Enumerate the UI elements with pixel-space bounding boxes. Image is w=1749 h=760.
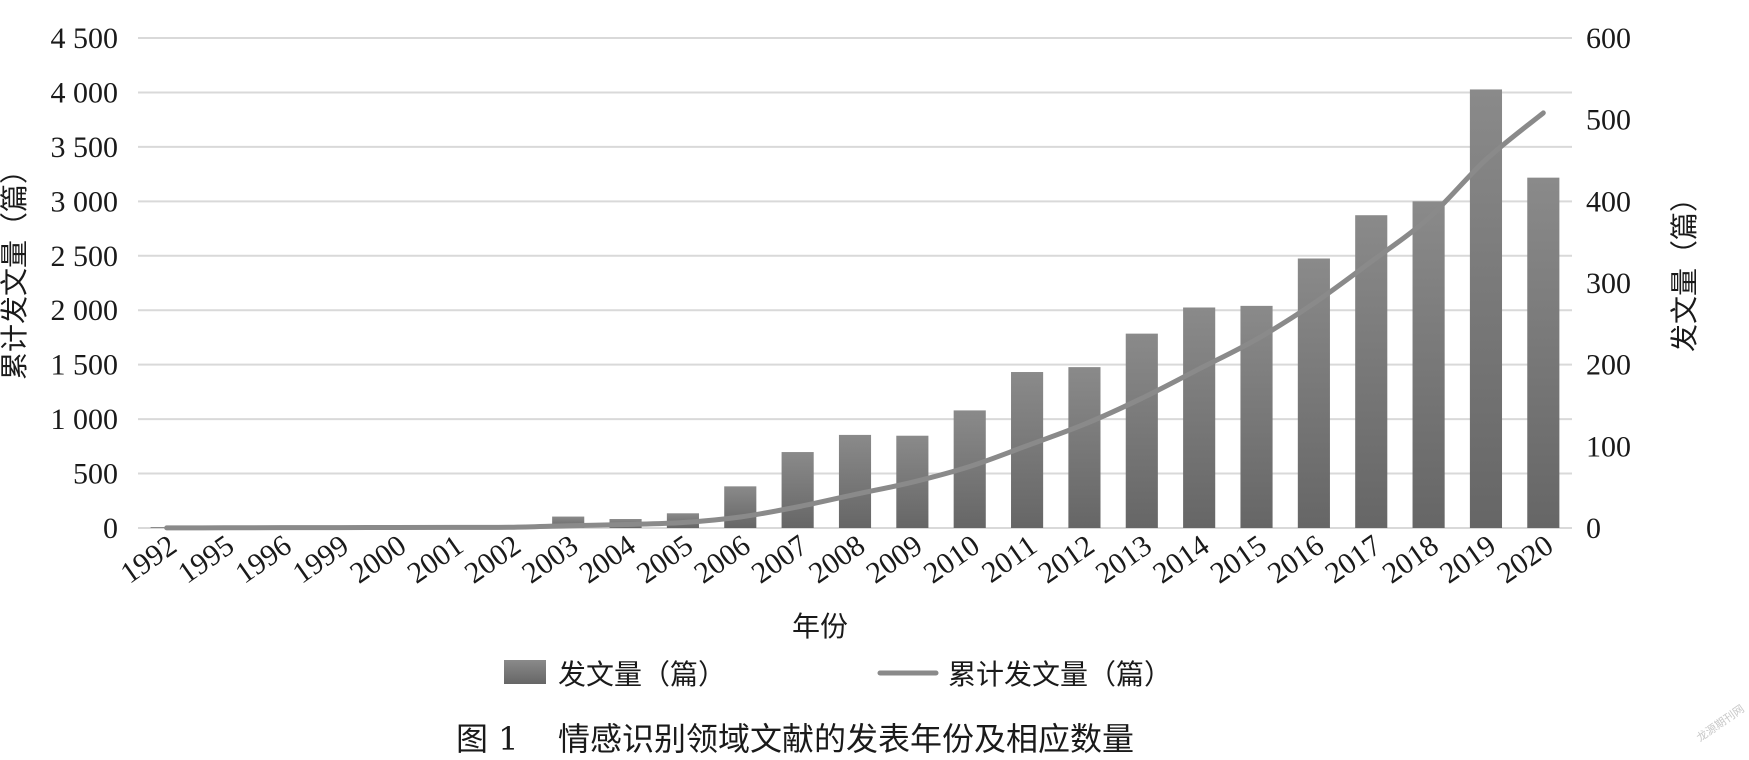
x-tick-label: 1995 xyxy=(172,529,240,590)
x-tick-label: 2017 xyxy=(1319,529,1387,590)
x-tick-label: 2018 xyxy=(1377,529,1445,590)
y2-tick-label: 500 xyxy=(1586,104,1631,137)
x-tick-label: 2007 xyxy=(746,529,814,590)
x-tick-label: 2002 xyxy=(459,529,527,590)
y-tick-label: 2 500 xyxy=(51,240,119,273)
x-tick-label: 2006 xyxy=(688,529,756,590)
x-tick-label: 1999 xyxy=(287,529,355,590)
x-tick-label: 1996 xyxy=(229,529,297,590)
y2-tick-label: 100 xyxy=(1586,430,1631,463)
bar xyxy=(1412,201,1445,529)
x-tick-label: 2016 xyxy=(1262,529,1330,590)
legend-line-label: 累计发文量（篇） xyxy=(948,658,1172,691)
y2-tick-label: 200 xyxy=(1586,349,1631,382)
right-axis-ticks: 0 100 200 300 400 500 600 xyxy=(1586,22,1631,545)
x-tick-label: 2001 xyxy=(401,529,469,590)
y2-tick-label: 0 xyxy=(1586,512,1601,545)
bar xyxy=(724,486,757,528)
y-tick-label: 3 000 xyxy=(51,185,119,218)
bar xyxy=(1125,333,1158,528)
figure-caption: 图 1 情感识别领域文献的发表年份及相应数量 xyxy=(456,720,1134,758)
bar xyxy=(1068,367,1101,528)
bar xyxy=(552,516,585,528)
x-tick-label: 2004 xyxy=(573,529,641,590)
legend: 发文量（篇） 累计发文量（篇） xyxy=(504,658,1172,691)
caption-text: 情感识别领域文献的发表年份及相应数量 xyxy=(558,720,1134,758)
legend-bar-label: 发文量（篇） xyxy=(558,658,726,691)
bar xyxy=(1183,307,1216,528)
x-tick-label: 2003 xyxy=(516,529,584,590)
x-tick-label: 2013 xyxy=(1090,529,1158,590)
x-tick-label: 2010 xyxy=(918,529,986,590)
legend-bar-swatch xyxy=(504,660,546,684)
x-tick-label: 2008 xyxy=(803,529,871,590)
x-tick-label: 2019 xyxy=(1434,529,1502,590)
y-tick-label: 4 500 xyxy=(51,22,119,55)
x-axis-ticks: 1992199519961999200020012002200320042005… xyxy=(115,529,1560,590)
caption-label: 图 1 xyxy=(456,720,519,758)
bar-series xyxy=(150,89,1560,529)
bar xyxy=(1527,177,1560,528)
x-tick-label: 1992 xyxy=(115,529,183,590)
y-tick-label: 3 500 xyxy=(51,131,119,164)
x-tick-label: 2000 xyxy=(344,529,412,590)
x-axis-title: 年份 xyxy=(792,610,848,643)
line-series xyxy=(164,110,1546,531)
y-tick-label: 1 000 xyxy=(51,403,119,436)
bar xyxy=(1469,89,1503,528)
y2-tick-label: 300 xyxy=(1586,267,1631,300)
y-tick-label: 0 xyxy=(103,512,118,545)
y-tick-label: 4 000 xyxy=(51,76,119,109)
y-tick-label: 500 xyxy=(73,458,118,491)
x-tick-label: 2020 xyxy=(1491,529,1559,590)
bar xyxy=(781,452,814,528)
watermark: 龙源期刊网 xyxy=(1694,701,1747,744)
y2-tick-label: 400 xyxy=(1586,185,1631,218)
x-tick-label: 2005 xyxy=(631,529,699,590)
bar xyxy=(838,434,872,528)
x-tick-label: 2012 xyxy=(1032,529,1100,590)
y2-axis-title: 发文量（篇） xyxy=(1668,184,1701,352)
y2-tick-label: 600 xyxy=(1586,22,1631,55)
y-axis-title: 累计发文量（篇） xyxy=(0,156,31,380)
gridlines xyxy=(138,37,1572,529)
bar xyxy=(1297,258,1330,528)
x-tick-label: 2015 xyxy=(1204,529,1272,590)
x-tick-label: 2009 xyxy=(860,529,928,590)
x-tick-label: 2014 xyxy=(1147,529,1215,590)
y-tick-label: 1 500 xyxy=(51,349,119,382)
y-tick-label: 2 000 xyxy=(51,294,119,327)
left-axis-ticks: 0 500 1 000 1 500 2 000 2 500 3 000 3 500 4 000 4… xyxy=(51,22,119,545)
cumulative-line xyxy=(164,110,1546,531)
x-tick-label: 2011 xyxy=(976,529,1043,590)
